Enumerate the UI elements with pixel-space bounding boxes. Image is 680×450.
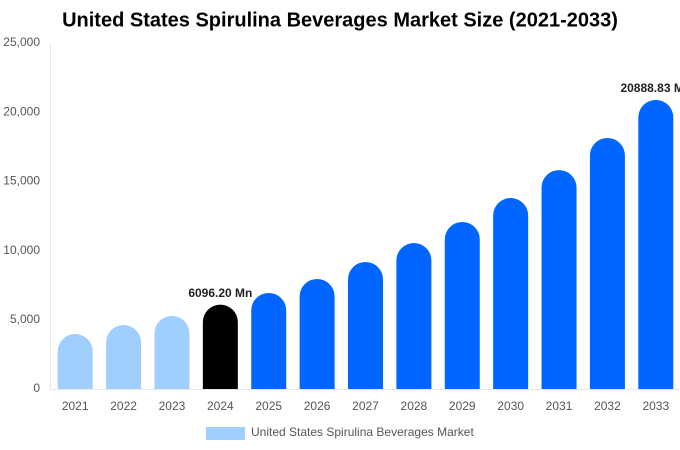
bar xyxy=(396,242,432,389)
y-tick-label: 25,000 xyxy=(3,35,40,49)
x-tick-label: 2027 xyxy=(352,399,379,413)
bar xyxy=(57,334,93,389)
bar xyxy=(638,99,674,389)
bar xyxy=(251,292,287,389)
x-tick-label: 2028 xyxy=(401,399,428,413)
y-tick-label: 15,000 xyxy=(3,174,40,188)
y-tick-label: 20,000 xyxy=(3,104,40,118)
bar xyxy=(589,137,625,389)
bar xyxy=(348,261,383,389)
value-label: 20888.83 Mn xyxy=(620,81,680,95)
bar xyxy=(202,304,238,389)
legend-swatch xyxy=(206,427,245,440)
legend-label: United States Spirulina Beverages Market xyxy=(251,425,474,439)
y-tick-label: 5,000 xyxy=(10,312,40,326)
bar xyxy=(106,325,142,389)
x-tick-label: 2029 xyxy=(449,399,476,413)
x-tick-label: 2032 xyxy=(594,399,621,413)
bar xyxy=(493,198,529,389)
y-tick-label: 10,000 xyxy=(3,243,40,257)
x-tick-label: 2033 xyxy=(642,399,669,413)
x-tick-label: 2031 xyxy=(546,399,573,413)
x-tick-label: 2026 xyxy=(304,399,331,413)
x-tick-label: 2021 xyxy=(62,399,89,413)
bar xyxy=(444,221,480,389)
x-tick-label: 2030 xyxy=(497,399,524,413)
x-tick-label: 2024 xyxy=(207,399,234,413)
y-tick-label: 0 xyxy=(33,381,40,395)
x-tick-label: 2025 xyxy=(255,399,282,413)
bar xyxy=(154,315,190,389)
value-label: 6096.20 Mn xyxy=(188,286,252,300)
bar xyxy=(299,278,335,389)
chart-title: United States Spirulina Beverages Market… xyxy=(62,9,618,31)
x-tick-label: 2022 xyxy=(110,399,137,413)
x-tick-label: 2023 xyxy=(159,399,186,413)
bar xyxy=(541,170,577,389)
